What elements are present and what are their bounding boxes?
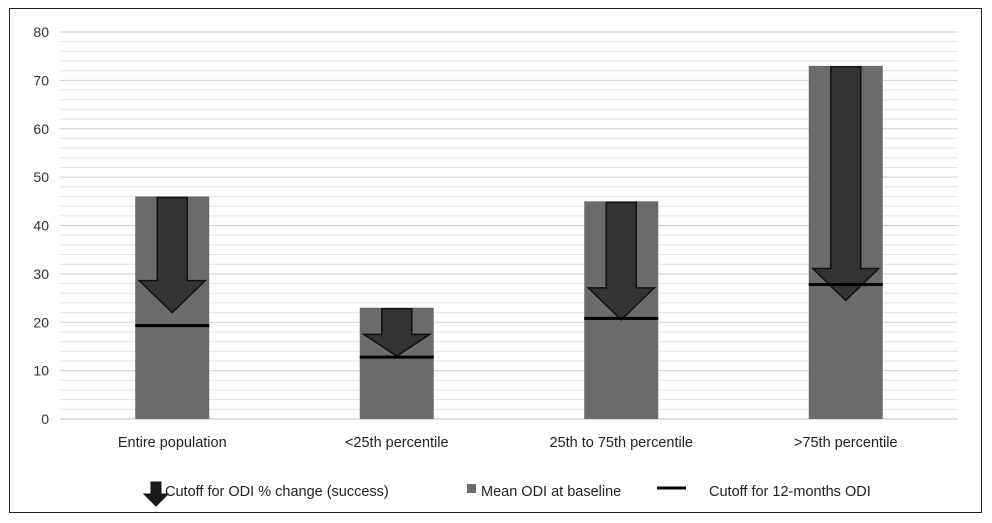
x-category-label: 25th to 75th percentile (550, 435, 694, 451)
y-tick-label: 80 (33, 24, 49, 40)
y-tick-label: 10 (33, 363, 49, 379)
x-category-label: >75th percentile (794, 435, 898, 451)
y-tick-label: 70 (33, 72, 49, 88)
legend-square-icon (467, 484, 476, 493)
legend-arrow-icon (142, 481, 170, 507)
y-tick-label: 0 (41, 411, 49, 427)
y-tick-label: 30 (33, 266, 49, 282)
legend-label: Mean ODI at baseline (481, 484, 621, 500)
x-category-label: <25th percentile (345, 435, 449, 451)
arrow-odi-change-cutoff (137, 196, 208, 314)
y-tick-label: 60 (33, 121, 49, 137)
y-tick-label: 40 (33, 218, 49, 234)
legend-label: Cutoff for ODI % change (success) (165, 484, 389, 500)
y-tick-label: 20 (33, 314, 49, 330)
legend: Cutoff for ODI % change (success) Mean OD… (142, 481, 871, 507)
legend-label: Cutoff for 12-months ODI (709, 484, 871, 500)
arrow-odi-change-cutoff (361, 307, 433, 358)
x-category-label: Entire population (118, 435, 227, 451)
arrow-odi-change-cutoff (586, 201, 657, 321)
y-tick-label: 50 (33, 169, 49, 185)
